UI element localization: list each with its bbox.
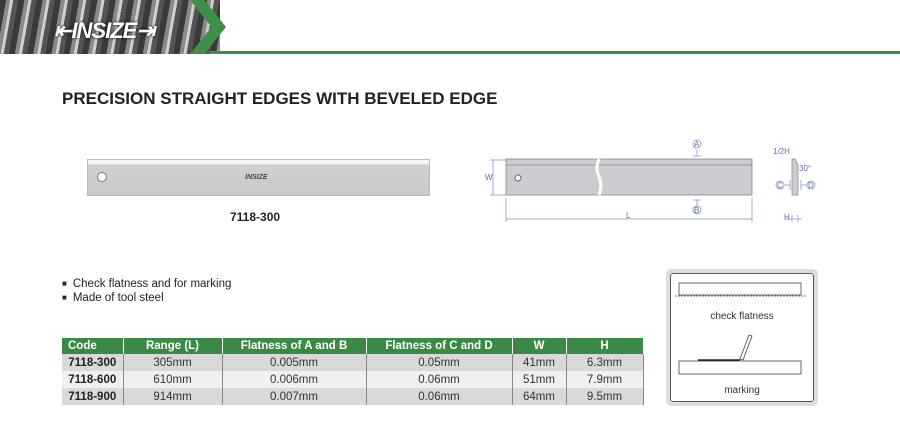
spec-table: Code Range (L) Flatness of A and B Flatn…	[62, 338, 644, 405]
label-b: B	[694, 206, 699, 215]
cell: 0.007mm	[222, 388, 367, 405]
hang-hole	[97, 172, 107, 182]
page-title: PRECISION STRAIGHT EDGES WITH BEVELED ED…	[62, 89, 498, 108]
cell: 914mm	[123, 388, 223, 405]
cell: 305mm	[123, 354, 223, 371]
cell: 7.9mm	[566, 371, 644, 388]
banner-divider	[210, 51, 900, 54]
cell: 64mm	[512, 388, 567, 405]
cell: 6.3mm	[566, 354, 644, 371]
cell: 0.005mm	[222, 354, 367, 371]
usage-drawing	[675, 282, 806, 375]
engraved-logo: INSIZE	[245, 174, 268, 181]
feature-item: Check flatness and for marking	[62, 277, 232, 291]
table-header: Code Range (L) Flatness of A and B Flatn…	[62, 338, 644, 354]
feature-list: Check flatness and for marking Made of t…	[62, 277, 232, 305]
label-l: L	[626, 211, 631, 220]
technical-drawing: A B C D W L H 1/2H 30°	[485, 139, 816, 222]
label-d: D	[808, 181, 814, 190]
cell: 0.05mm	[366, 354, 513, 371]
product-caption: 7118-300	[230, 210, 281, 224]
cell: 0.06mm	[366, 388, 513, 405]
col-flatness-ab: Flatness of A and B	[222, 338, 367, 354]
label-half-h: 1/2H	[773, 147, 790, 156]
usage-illustration: check flatness marking	[666, 269, 818, 406]
label-c: C	[777, 181, 783, 190]
cell: 7118-300	[62, 354, 124, 371]
label-angle: 30°	[799, 164, 811, 173]
brand-logo: ⇤INSIZE⇥	[54, 18, 155, 43]
col-code: Code	[62, 338, 124, 354]
col-h: H	[566, 338, 644, 354]
cell: 51mm	[512, 371, 567, 388]
cell: 610mm	[123, 371, 223, 388]
feature-item: Made of tool steel	[62, 291, 231, 305]
header-banner: ⇤INSIZE⇥	[0, 0, 900, 54]
table-row: 7118-600 610mm 0.006mm 0.06mm 51mm 7.9mm	[62, 371, 644, 388]
banner-image	[0, 0, 220, 54]
cell: 0.06mm	[366, 371, 513, 388]
cell: 41mm	[512, 354, 567, 371]
label-h: H	[784, 213, 790, 222]
product-photo: INSIZE	[87, 159, 430, 196]
check-flatness-label: check flatness	[710, 311, 774, 322]
label-w: W	[485, 173, 493, 182]
label-a: A	[694, 140, 700, 149]
col-w: W	[512, 338, 567, 354]
table-row: 7118-300 305mm 0.005mm 0.05mm 41mm 6.3mm	[62, 354, 644, 371]
col-flatness-cd: Flatness of C and D	[366, 338, 513, 354]
table-row: 7118-900 914mm 0.007mm 0.06mm 64mm 9.5mm	[62, 388, 644, 405]
col-range: Range (L)	[123, 338, 223, 354]
cell: 9.5mm	[566, 388, 644, 405]
cell: 7118-900	[62, 388, 124, 405]
cell: 7118-600	[62, 371, 124, 388]
marking-label: marking	[724, 385, 760, 396]
cell: 0.006mm	[222, 371, 367, 388]
